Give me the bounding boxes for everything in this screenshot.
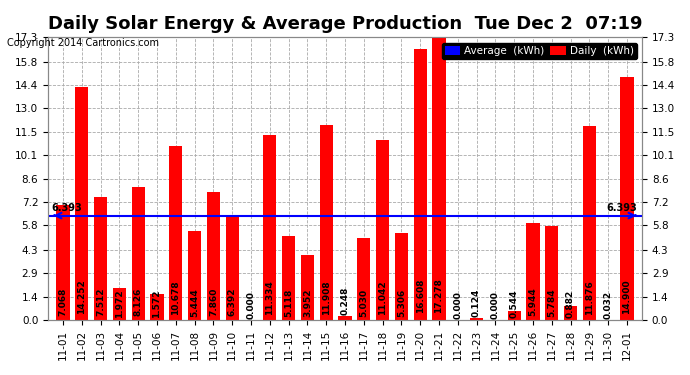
Bar (413, 49, 427, 320)
Text: 11.042: 11.042 (378, 280, 387, 315)
Text: 10.678: 10.678 (171, 280, 180, 315)
Bar (620, 76, 633, 320)
Bar (57, 204, 70, 320)
Bar (263, 135, 277, 320)
Text: 11.334: 11.334 (265, 280, 275, 315)
Text: 7.860: 7.860 (209, 288, 218, 316)
Text: 14.252: 14.252 (77, 279, 86, 314)
Text: 0.544: 0.544 (510, 290, 519, 318)
Text: 1.972: 1.972 (115, 289, 124, 318)
Bar (94, 197, 107, 320)
Text: 3.952: 3.952 (303, 289, 312, 317)
Bar (433, 38, 446, 320)
Text: 16.608: 16.608 (415, 279, 425, 313)
Text: 0.000: 0.000 (491, 291, 500, 319)
Bar (376, 140, 389, 320)
Text: 11.908: 11.908 (322, 280, 331, 315)
Text: 7.512: 7.512 (96, 288, 105, 316)
Bar (75, 87, 88, 320)
Bar (282, 236, 295, 320)
Text: Copyright 2014 Cartronics.com: Copyright 2014 Cartronics.com (7, 38, 159, 48)
Title: Daily Solar Energy & Average Production  Tue Dec 2  07:19: Daily Solar Energy & Average Production … (48, 15, 642, 33)
Bar (207, 192, 220, 320)
Bar (319, 126, 333, 320)
Bar (132, 187, 145, 320)
Text: 0.124: 0.124 (472, 289, 481, 317)
Text: 5.118: 5.118 (284, 288, 293, 317)
Text: 5.030: 5.030 (359, 289, 368, 317)
Legend: Average  (kWh), Daily  (kWh): Average (kWh), Daily (kWh) (442, 42, 637, 59)
Text: 0.000: 0.000 (246, 291, 255, 319)
Bar (583, 126, 596, 320)
Text: 5.784: 5.784 (547, 288, 556, 316)
Text: 6.392: 6.392 (228, 288, 237, 316)
Text: 14.900: 14.900 (622, 279, 631, 314)
Bar (357, 238, 371, 320)
Text: 5.306: 5.306 (397, 288, 406, 316)
Bar (113, 288, 126, 320)
Text: 5.444: 5.444 (190, 288, 199, 316)
Bar (526, 223, 540, 320)
Text: 6.393: 6.393 (607, 203, 638, 213)
Bar (150, 294, 164, 320)
Bar (169, 146, 182, 320)
Text: 0.000: 0.000 (453, 291, 462, 319)
Bar (188, 231, 201, 320)
Text: 6.393: 6.393 (52, 203, 83, 213)
Text: 1.572: 1.572 (152, 290, 161, 318)
Text: 5.944: 5.944 (529, 288, 538, 316)
Bar (226, 216, 239, 320)
Bar (338, 316, 352, 320)
Bar (301, 255, 314, 320)
Text: 0.032: 0.032 (604, 291, 613, 319)
Bar (470, 318, 483, 320)
Text: 0.248: 0.248 (340, 287, 350, 315)
Text: 8.126: 8.126 (134, 287, 143, 316)
Bar (395, 233, 408, 320)
Text: 17.278: 17.278 (435, 278, 444, 313)
Bar (564, 306, 577, 320)
Text: 7.068: 7.068 (59, 288, 68, 316)
Text: 11.876: 11.876 (585, 280, 594, 315)
Text: 0.882: 0.882 (566, 290, 575, 318)
Bar (508, 311, 521, 320)
Bar (545, 225, 558, 320)
